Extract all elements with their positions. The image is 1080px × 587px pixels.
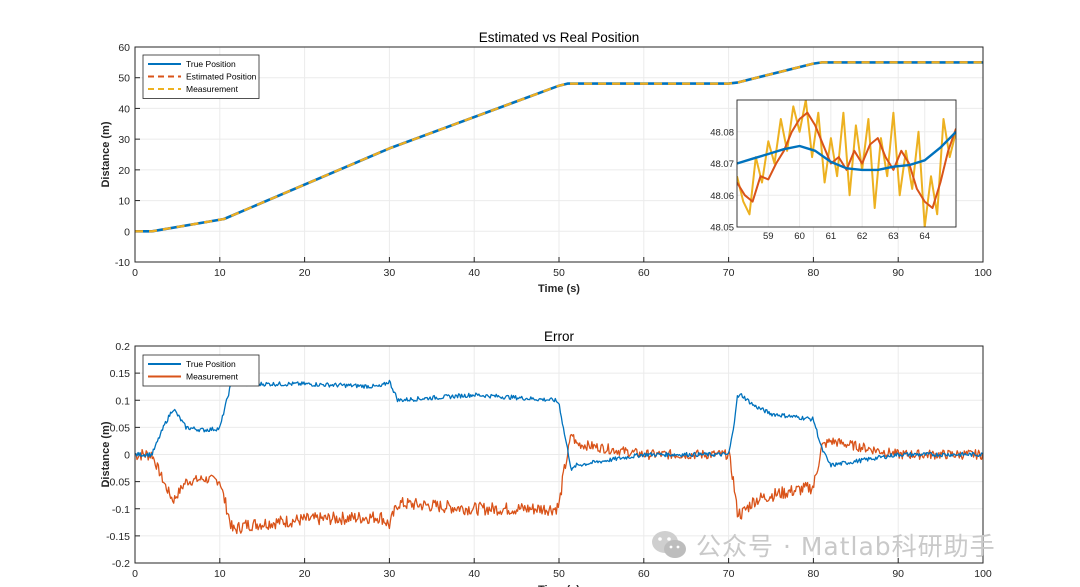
chart1-ytick-label: -10: [115, 257, 130, 269]
chart2-xtick-label: 80: [808, 568, 820, 580]
chart2-xtick-label: 50: [553, 568, 565, 580]
chart2-xtick-label: 20: [299, 568, 311, 580]
chart1-ytick-label: 60: [118, 42, 130, 54]
chart1-xtick-label: 90: [892, 267, 904, 279]
inset-xtick-label: 59: [763, 231, 774, 242]
chart2-ytick-label: -0.1: [112, 504, 130, 516]
inset-xtick-label: 63: [888, 231, 899, 242]
inset-xtick-label: 62: [857, 231, 868, 242]
chart1-ytick-label: 40: [118, 103, 130, 115]
chart2-ytick-label: 0.2: [115, 341, 130, 353]
chart2-ytick-label: -0.2: [112, 558, 130, 570]
chart1-xtick-label: 100: [974, 267, 992, 279]
chart1-xtick-label: 0: [132, 267, 138, 279]
chart2-xtick-label: 70: [723, 568, 735, 580]
chart2-xtick-label: 30: [384, 568, 396, 580]
chart2-xtick-label: 90: [892, 568, 904, 580]
chart2-frame: [134, 345, 984, 564]
inset-frame: [736, 99, 957, 228]
chart1-ytick-label: 10: [118, 196, 130, 208]
chart1-xlabel: Time (s): [538, 283, 580, 295]
inset-ytick-label: 48.08: [710, 127, 734, 138]
chart2-series-line: [135, 433, 983, 535]
chart-position: 0 10 20 30 40 50 60 70 80 90 100-100102030405060Es…: [100, 30, 992, 295]
chart2-ytick-label: 0.15: [110, 368, 131, 380]
chart1-ytick-label: 50: [118, 73, 130, 85]
chart2-xtick-label: 0: [132, 568, 138, 580]
chart2-xlabel: Time (s): [538, 584, 580, 587]
chart1-ytick-label: 0: [124, 226, 130, 238]
watermark-text: 公众号 · Matlab科研助手: [696, 532, 996, 561]
chart2-xtick-label: 60: [638, 568, 650, 580]
chart2-ytick-label: -0.15: [106, 531, 130, 543]
chart1-legend-label: True Position: [186, 59, 236, 69]
chart1-xtick-label: 30: [384, 267, 396, 279]
chart1-xtick-label: 10: [214, 267, 226, 279]
inset-xtick-label: 60: [794, 231, 805, 242]
inset-xtick-label: 64: [919, 231, 930, 242]
chart2-ylabel: Distance (m): [100, 421, 112, 487]
chart2-xtick-label: 100: [974, 568, 992, 580]
chart1-xtick-label: 50: [553, 267, 565, 279]
watermark: 公众号 · Matlab科研助手: [650, 527, 996, 563]
chart2-ytick-label: 0.05: [110, 422, 131, 434]
inset-ytick-label: 48.07: [710, 159, 734, 170]
chart1-ylabel: Distance (m): [100, 121, 112, 187]
chart1-ytick-label: 30: [118, 134, 130, 146]
chart1-legend-label: Estimated Position: [186, 72, 257, 82]
inset-series-line: [737, 130, 956, 172]
chart1-xtick-label: 60: [638, 267, 650, 279]
chart2-xtick-label: 40: [468, 568, 480, 580]
chart1-series-line: [135, 61, 983, 233]
inset-xtick-label: 61: [826, 231, 837, 242]
inset-ytick-label: 48.05: [710, 223, 734, 234]
chart1-legend-label: Measurement: [186, 84, 239, 94]
chart1-xtick-label: 20: [299, 267, 311, 279]
inset-series-line: [737, 111, 956, 209]
chart1-frame: [134, 46, 984, 263]
chart2-title: Error: [544, 329, 575, 344]
chart1-xtick-label: 70: [723, 267, 735, 279]
chart2-legend: [142, 354, 260, 387]
inset-ytick-label: 48.06: [710, 191, 734, 202]
chart2-series-line: [135, 378, 983, 471]
chart1-xtick-label: 40: [468, 267, 480, 279]
chart2-legend-label: Measurement: [186, 372, 239, 382]
chart2-ytick-label: -0.05: [106, 477, 130, 489]
chart2-ytick-label: 0.1: [115, 395, 130, 407]
chart1-ytick-label: 20: [118, 165, 130, 177]
chart2-legend-label: True Position: [186, 359, 236, 369]
chart2-ytick-label: 0: [124, 450, 130, 462]
chart2-xtick-label: 10: [214, 568, 226, 580]
chart1-inset: 59 60 61 62 63 64 48.05 48.06 48.07 48.08: [710, 99, 957, 242]
inset-series-line: [737, 100, 956, 227]
chart1-xtick-label: 80: [808, 267, 820, 279]
chart1-title: Estimated vs Real Position: [479, 30, 640, 45]
wechat-icon: [652, 531, 686, 558]
chart-error: 0 10 20 30 40 50 60 70 80 90 100 -0.2 -0.15 -0.1 -0.05…: [100, 329, 992, 587]
